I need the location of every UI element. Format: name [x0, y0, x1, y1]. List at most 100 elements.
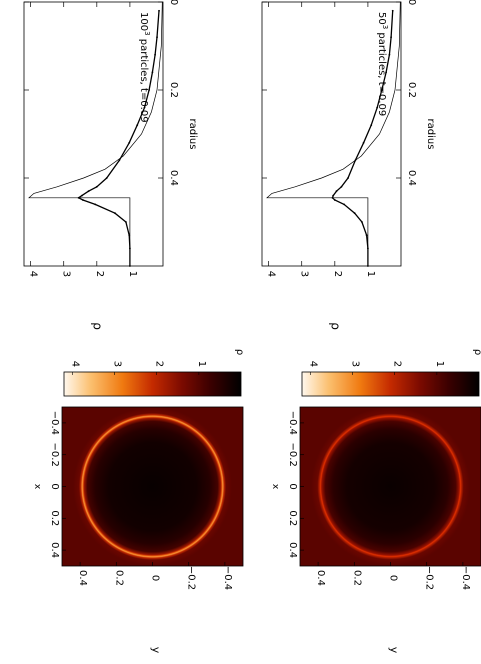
- y-axis-label: y: [388, 647, 401, 654]
- y-tick-label: 0.4: [315, 570, 326, 586]
- particle-point: [81, 194, 83, 197]
- y-tick-label: −0.4: [222, 566, 233, 590]
- y-tick-label: −0.2: [424, 566, 435, 590]
- annotation-exponent: 3: [381, 25, 389, 29]
- x-tick-label: −0.4: [287, 411, 298, 435]
- x-tick-label: 0: [287, 483, 298, 489]
- annotation-text: particles, t=0.09: [138, 36, 149, 123]
- density-axis-label: ρ: [91, 322, 105, 330]
- particle-point: [158, 9, 160, 12]
- particle-point: [335, 190, 338, 193]
- density-axis-label: ρ: [329, 322, 343, 330]
- particle-point: [128, 141, 131, 144]
- x-tick-label: −0.4: [49, 411, 60, 435]
- radius-tick-label: 0: [168, 0, 179, 5]
- particle-point: [385, 71, 388, 74]
- particle-point: [332, 194, 335, 197]
- colorbar-label: ρ: [234, 349, 245, 355]
- density-tick-label: 2: [332, 271, 343, 277]
- colorbar-tick-label: 1: [196, 361, 207, 367]
- particle-point: [125, 221, 127, 223]
- y-tick-label: −0.2: [186, 566, 197, 590]
- annotation-exponent: 3: [143, 31, 151, 35]
- analytic-solution-line: [266, 1, 401, 266]
- density-ring: [311, 407, 470, 566]
- radius-tick-label: 0.4: [168, 170, 179, 186]
- x-tick-label: −0.2: [49, 443, 60, 467]
- density-tick-label: 2: [94, 271, 105, 277]
- particle-point: [362, 141, 365, 144]
- colorbar-tick-label: 4: [69, 361, 80, 367]
- particle-point: [95, 185, 98, 188]
- particle-point: [380, 89, 383, 91]
- density-tick-label: 4: [266, 271, 277, 277]
- plot-frame: [23, 1, 164, 267]
- radius-axis-label: radius: [187, 119, 198, 150]
- colorbar-label: ρ: [472, 349, 481, 355]
- y-tick-label: 0: [388, 575, 399, 581]
- particle-point: [353, 212, 356, 215]
- radius-axis-label: radius: [425, 119, 436, 150]
- particle-point: [94, 203, 97, 206]
- x-tick-label: −0.2: [287, 443, 298, 467]
- particle-point: [388, 53, 391, 56]
- particle-point: [87, 190, 90, 193]
- density-tick-label: 1: [365, 271, 376, 277]
- particle-point: [148, 89, 151, 91]
- particle-point: [143, 106, 146, 109]
- particle-point: [154, 53, 156, 56]
- y-tick-label: 0.2: [113, 570, 124, 586]
- particle-point: [343, 203, 345, 206]
- particle-point: [347, 177, 349, 179]
- particle-point: [118, 159, 121, 162]
- radius-tick-label: 0: [406, 0, 417, 5]
- particle-point: [361, 221, 363, 223]
- density-tick-label: 1: [127, 271, 138, 277]
- plot-frame: [261, 1, 402, 267]
- particle-point: [391, 9, 394, 12]
- y-tick-label: 0.2: [351, 570, 362, 586]
- particle-point: [340, 185, 343, 188]
- particle-point: [370, 124, 373, 127]
- particle-point: [376, 106, 379, 109]
- x-tick-label: 0.2: [49, 510, 60, 526]
- particle-point: [114, 212, 116, 215]
- particle-point: [390, 36, 392, 39]
- radius-tick-label: 0.4: [406, 170, 417, 186]
- radius-tick-label: 0.2: [168, 82, 179, 98]
- x-tick-label: 0.4: [287, 542, 298, 558]
- particles-annotation: 1003 particles, t=0.09: [138, 12, 151, 123]
- colorbar-tick-label: 3: [350, 361, 361, 367]
- particle-point: [365, 234, 368, 237]
- density-map-2: −0.4 −0.4 −0.2 −0.2 0 0 0.2 0.2 0.4 0.4 x y 1 2 3 4 ρ: [32, 349, 245, 654]
- particle-point: [105, 177, 108, 179]
- colorbar-tick-label: 1: [434, 361, 445, 367]
- radius-tick-label: 0.2: [406, 82, 417, 98]
- colorbar-tick-label: 2: [154, 361, 165, 367]
- annotation-count: 50: [376, 12, 387, 25]
- density-ring: [73, 407, 232, 566]
- colorbar-tick-label: 4: [307, 361, 318, 367]
- density-tick-label: 4: [28, 271, 39, 277]
- y-tick-label: −0.4: [460, 566, 471, 590]
- density-tick-label: 3: [61, 271, 72, 277]
- particle-point: [151, 71, 154, 74]
- x-axis-label: x: [32, 484, 42, 490]
- x-axis-label: x: [270, 484, 280, 490]
- x-tick-label: 0: [49, 483, 60, 489]
- annotation-text: particles, t=0.09: [376, 29, 387, 116]
- colorbar: [63, 371, 242, 397]
- particle-point: [333, 199, 336, 201]
- y-axis-label: y: [150, 647, 163, 654]
- density-map-1: −0.4 −0.4 −0.2 −0.2 0 0 0.2 0.2 0.4 0.4 x y 1 2 3 4 ρ: [270, 349, 481, 654]
- colorbar: [301, 371, 480, 397]
- particle-point: [156, 36, 158, 39]
- x-tick-label: 0.4: [49, 542, 60, 558]
- particle-point: [136, 124, 139, 127]
- annotation-count: 100: [138, 12, 149, 31]
- analytic-solution-line: [28, 1, 163, 266]
- y-tick-label: 0.4: [77, 570, 88, 586]
